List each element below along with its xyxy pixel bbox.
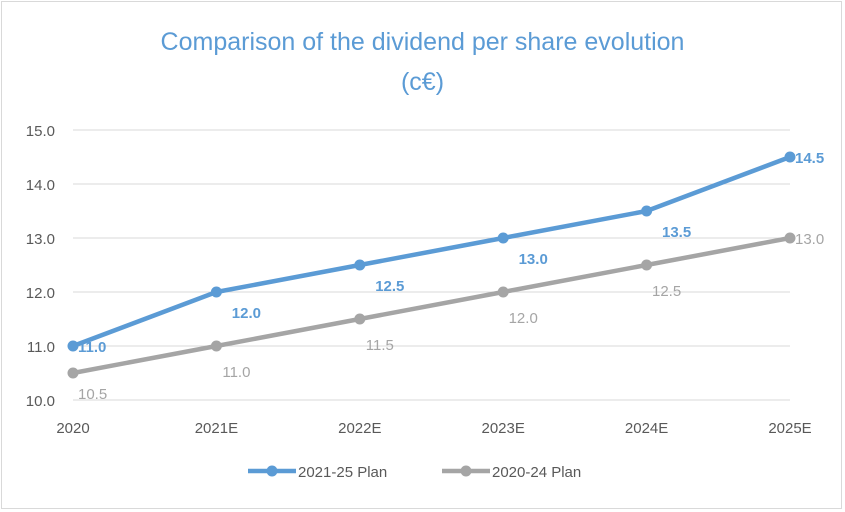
x-tick-label: 2025E: [768, 420, 811, 437]
data-point: [354, 259, 366, 271]
data-label: 13.0: [519, 251, 548, 268]
y-tick-label: 11.0: [27, 339, 55, 356]
x-tick-label: 2021E: [195, 420, 238, 437]
y-tick-label: 15.0: [26, 123, 55, 140]
x-tick-label: 2022E: [338, 420, 381, 437]
legend-2020-24-plan-label: 2020-24 Plan: [492, 464, 581, 481]
legend-2020-24-plan-marker: [460, 465, 472, 477]
x-tick-label: 2023E: [482, 420, 525, 437]
data-point: [67, 340, 79, 352]
data-label: 11.5: [366, 337, 394, 354]
data-point: [784, 232, 796, 244]
data-label: 11.0: [78, 339, 106, 356]
data-label: 12.0: [509, 310, 538, 327]
y-tick-label: 14.0: [26, 177, 55, 194]
data-point: [210, 286, 222, 298]
data-point: [641, 259, 653, 271]
data-point: [354, 313, 366, 325]
data-point: [210, 340, 222, 352]
legend-2021-25-plan-marker: [266, 465, 278, 477]
data-label: 14.5: [795, 150, 824, 167]
series-line: [72, 154, 791, 349]
data-point: [784, 151, 796, 163]
data-point: [497, 286, 509, 298]
chart-title: Comparison of the dividend per share evo…: [160, 28, 685, 56]
x-tick-label: 2024E: [625, 420, 668, 437]
data-point: [67, 367, 79, 379]
legend-2021-25-plan-label: 2021-25 Plan: [298, 464, 387, 481]
data-label: 13.0: [795, 231, 824, 248]
y-tick-label: 13.0: [26, 231, 55, 248]
y-tick-label: 12.0: [26, 285, 55, 302]
data-point: [497, 232, 509, 244]
data-label: 11.0: [222, 364, 250, 381]
data-label: 12.5: [652, 283, 681, 300]
x-tick-label: 2020: [56, 420, 89, 437]
chart-subtitle: (c€): [400, 68, 445, 96]
y-tick-label: 10.0: [26, 393, 55, 410]
data-point: [641, 205, 653, 217]
series-line: [72, 235, 791, 376]
data-label: 10.5: [78, 386, 107, 403]
data-label: 13.5: [662, 224, 691, 241]
data-label: 12.5: [375, 278, 404, 295]
data-label: 12.0: [232, 305, 261, 322]
